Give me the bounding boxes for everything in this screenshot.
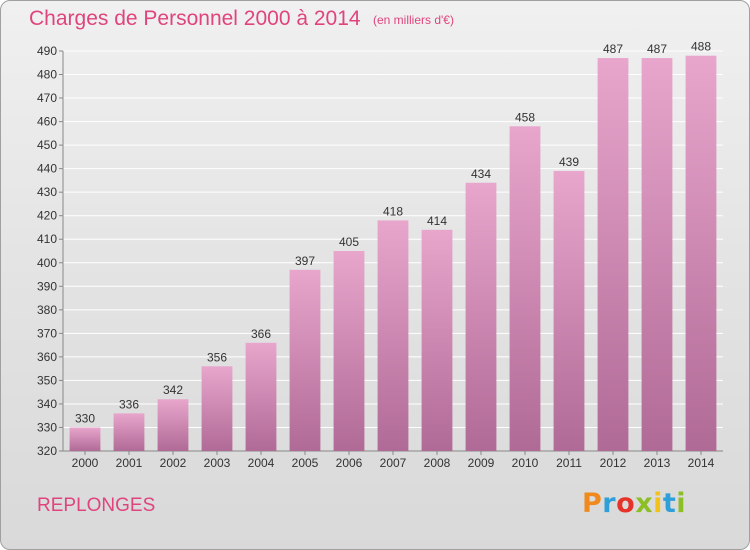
y-tick-label: 440 <box>37 162 57 176</box>
x-tick-label-2001: 2001 <box>116 456 143 470</box>
bar-2010 <box>509 126 541 451</box>
y-tick-label: 320 <box>37 444 57 458</box>
x-tick-label-2011: 2011 <box>556 456 582 470</box>
value-label-2002: 342 <box>163 383 183 397</box>
bar-2006 <box>333 251 365 451</box>
logo-letter: i <box>676 488 687 519</box>
logo-letter: t <box>662 488 677 519</box>
chart-title: Charges de Personnel 2000 à 2014 <box>29 7 361 30</box>
y-tick-label: 340 <box>37 397 57 411</box>
value-label-2000: 330 <box>75 411 95 425</box>
value-label-2012: 487 <box>603 42 623 56</box>
y-tick-label: 370 <box>37 326 57 340</box>
logo-letter: i <box>653 488 663 519</box>
bar-2000 <box>69 427 101 451</box>
x-tick-label-2002: 2002 <box>160 456 187 470</box>
value-label-2009: 434 <box>471 167 491 181</box>
x-tick-label-2006: 2006 <box>336 456 363 470</box>
logo-letter: r <box>602 488 617 519</box>
bar-2012 <box>597 58 629 451</box>
y-tick-label: 330 <box>37 420 57 434</box>
commune-name: REPLONGES <box>37 495 156 516</box>
y-tick-label: 480 <box>37 68 57 82</box>
x-tick-label-2004: 2004 <box>248 456 275 470</box>
x-tick-label-2000: 2000 <box>72 456 99 470</box>
x-tick-label-2007: 2007 <box>380 456 407 470</box>
bar-2001 <box>113 413 145 451</box>
bar-2007 <box>377 220 409 451</box>
y-tick-label: 470 <box>37 91 57 105</box>
y-tick-label: 350 <box>37 373 57 387</box>
bar-2002 <box>157 399 189 451</box>
x-tick-label-2010: 2010 <box>512 456 539 470</box>
x-tick-label-2013: 2013 <box>644 456 671 470</box>
y-tick-label: 400 <box>37 256 57 270</box>
logo-letter: o <box>616 488 636 519</box>
bar-2009 <box>465 182 497 451</box>
value-label-2008: 414 <box>427 214 447 228</box>
logo-letter: x <box>635 488 654 519</box>
y-tick-label: 420 <box>37 209 57 223</box>
y-tick-label: 410 <box>37 232 57 246</box>
x-tick-label-2012: 2012 <box>600 456 627 470</box>
y-tick-label: 360 <box>37 350 57 364</box>
logo-letter: P <box>582 488 603 519</box>
bar-2011 <box>553 171 585 451</box>
bar-2014 <box>685 55 717 452</box>
value-label-2011: 439 <box>559 155 579 169</box>
y-tick-label: 380 <box>37 303 57 317</box>
value-label-2003: 356 <box>207 350 227 364</box>
proxiti-logo[interactable]: Proxiti <box>582 488 686 519</box>
bar-2003 <box>201 366 233 451</box>
x-tick-label-2008: 2008 <box>424 456 451 470</box>
value-label-2005: 397 <box>295 254 315 268</box>
x-tick-label-2005: 2005 <box>292 456 319 470</box>
bar-2008 <box>421 229 453 451</box>
labels: 320 330 340 350 360 370 380 390 400 410 420 430 440 4… <box>37 40 715 470</box>
y-tick-label: 490 <box>37 44 57 58</box>
bar-2013 <box>641 58 673 451</box>
value-label-2007: 418 <box>383 204 403 218</box>
chart-subtitle: (en milliers d'€) <box>373 13 454 27</box>
y-tick-label: 430 <box>37 185 57 199</box>
y-tick-label: 460 <box>37 115 57 129</box>
y-tick-label: 390 <box>37 279 57 293</box>
value-label-2010: 458 <box>515 110 535 124</box>
bar-2004 <box>245 342 277 451</box>
bars <box>69 55 717 452</box>
x-tick-label-2003: 2003 <box>204 456 231 470</box>
value-label-2014: 488 <box>691 40 711 54</box>
x-tick-label-2009: 2009 <box>468 456 495 470</box>
value-label-2004: 366 <box>251 327 271 341</box>
value-label-2001: 336 <box>119 397 139 411</box>
value-label-2006: 405 <box>339 235 359 249</box>
y-tick-label: 450 <box>37 138 57 152</box>
bar-2005 <box>289 269 321 451</box>
value-label-2013: 487 <box>647 42 667 56</box>
x-tick-label-2014: 2014 <box>688 456 715 470</box>
